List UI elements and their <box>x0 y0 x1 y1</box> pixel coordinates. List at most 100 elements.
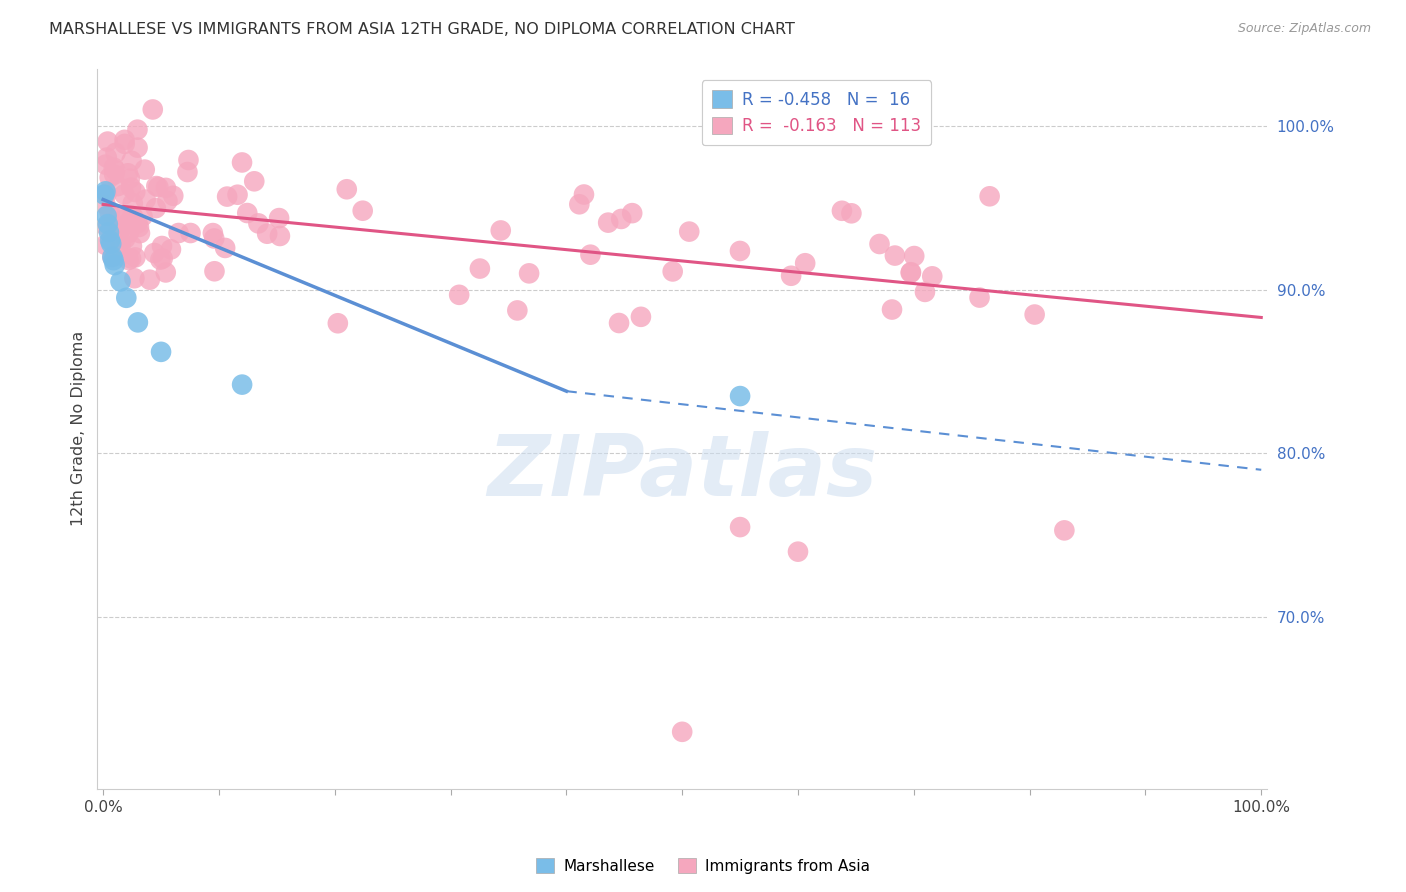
Point <box>131 210 153 224</box>
Point <box>108 210 131 224</box>
Point <box>728 520 751 534</box>
Point <box>142 103 165 117</box>
Point <box>124 251 146 265</box>
Point <box>124 271 146 285</box>
Point <box>148 180 170 194</box>
Point <box>678 225 700 239</box>
Point <box>94 158 117 172</box>
Point <box>177 153 200 167</box>
Point <box>214 241 236 255</box>
Point <box>903 249 925 263</box>
Point <box>568 197 591 211</box>
Point <box>127 122 149 136</box>
Point <box>728 244 751 258</box>
Point <box>900 266 922 280</box>
Point <box>110 223 132 237</box>
Point <box>114 136 136 151</box>
Y-axis label: 12th Grade, No Diploma: 12th Grade, No Diploma <box>72 331 86 526</box>
Point <box>572 187 595 202</box>
Point <box>115 291 138 305</box>
Point <box>607 316 630 330</box>
Point <box>128 219 150 234</box>
Point <box>104 145 127 160</box>
Point <box>127 140 149 154</box>
Point <box>104 163 127 178</box>
Point <box>114 231 136 245</box>
Point <box>110 275 132 289</box>
Point <box>506 303 529 318</box>
Point <box>96 151 118 165</box>
Point <box>143 246 166 260</box>
Point <box>671 724 693 739</box>
Point <box>124 185 146 199</box>
Point <box>97 225 120 239</box>
Point <box>122 210 145 224</box>
Point <box>921 269 943 284</box>
Point <box>127 216 149 230</box>
Point <box>841 206 863 220</box>
Point <box>794 256 817 270</box>
Point <box>121 153 143 168</box>
Point <box>661 264 683 278</box>
Point <box>869 237 891 252</box>
Point <box>831 203 853 218</box>
Point <box>117 252 139 267</box>
Point <box>110 248 132 262</box>
Legend: R = -0.458   N =  16, R =  -0.163   N = 113: R = -0.458 N = 16, R = -0.163 N = 113 <box>702 80 931 145</box>
Point <box>979 189 1001 203</box>
Point <box>176 165 198 179</box>
Point <box>101 250 124 264</box>
Point <box>93 187 115 202</box>
Point <box>517 266 540 280</box>
Point <box>112 187 135 202</box>
Point <box>180 226 202 240</box>
Point <box>152 252 174 266</box>
Point <box>247 216 270 230</box>
Point <box>610 211 633 226</box>
Point <box>121 209 143 223</box>
Point <box>107 179 129 194</box>
Point <box>118 226 141 240</box>
Point <box>150 239 173 253</box>
Point <box>352 203 374 218</box>
Point <box>900 265 922 279</box>
Point <box>96 219 118 234</box>
Point <box>120 252 142 266</box>
Point <box>201 226 224 240</box>
Point <box>579 248 602 262</box>
Point <box>728 389 751 403</box>
Point <box>117 216 139 230</box>
Point <box>160 243 183 257</box>
Point <box>112 212 135 227</box>
Point <box>226 187 249 202</box>
Point <box>236 206 259 220</box>
Point <box>135 193 157 207</box>
Point <box>468 261 491 276</box>
Point <box>598 216 620 230</box>
Point <box>326 316 349 330</box>
Legend: Marshallese, Immigrants from Asia: Marshallese, Immigrants from Asia <box>530 852 876 880</box>
Point <box>107 224 129 238</box>
Point <box>104 258 127 272</box>
Point <box>787 544 810 558</box>
Point <box>883 249 905 263</box>
Point <box>204 264 226 278</box>
Point <box>94 197 117 211</box>
Point <box>1024 308 1046 322</box>
Point <box>231 377 253 392</box>
Point <box>243 174 266 188</box>
Text: MARSHALLESE VS IMMIGRANTS FROM ASIA 12TH GRADE, NO DIPLOMA CORRELATION CHART: MARSHALLESE VS IMMIGRANTS FROM ASIA 12TH… <box>49 22 794 37</box>
Point <box>100 236 122 251</box>
Point <box>98 170 121 185</box>
Point <box>121 196 143 211</box>
Point <box>129 226 152 240</box>
Point <box>780 268 803 283</box>
Text: Source: ZipAtlas.com: Source: ZipAtlas.com <box>1237 22 1371 36</box>
Point <box>127 315 149 329</box>
Point <box>110 238 132 252</box>
Point <box>121 239 143 253</box>
Point <box>139 273 162 287</box>
Point <box>98 234 121 248</box>
Point <box>97 135 120 149</box>
Point <box>117 166 139 180</box>
